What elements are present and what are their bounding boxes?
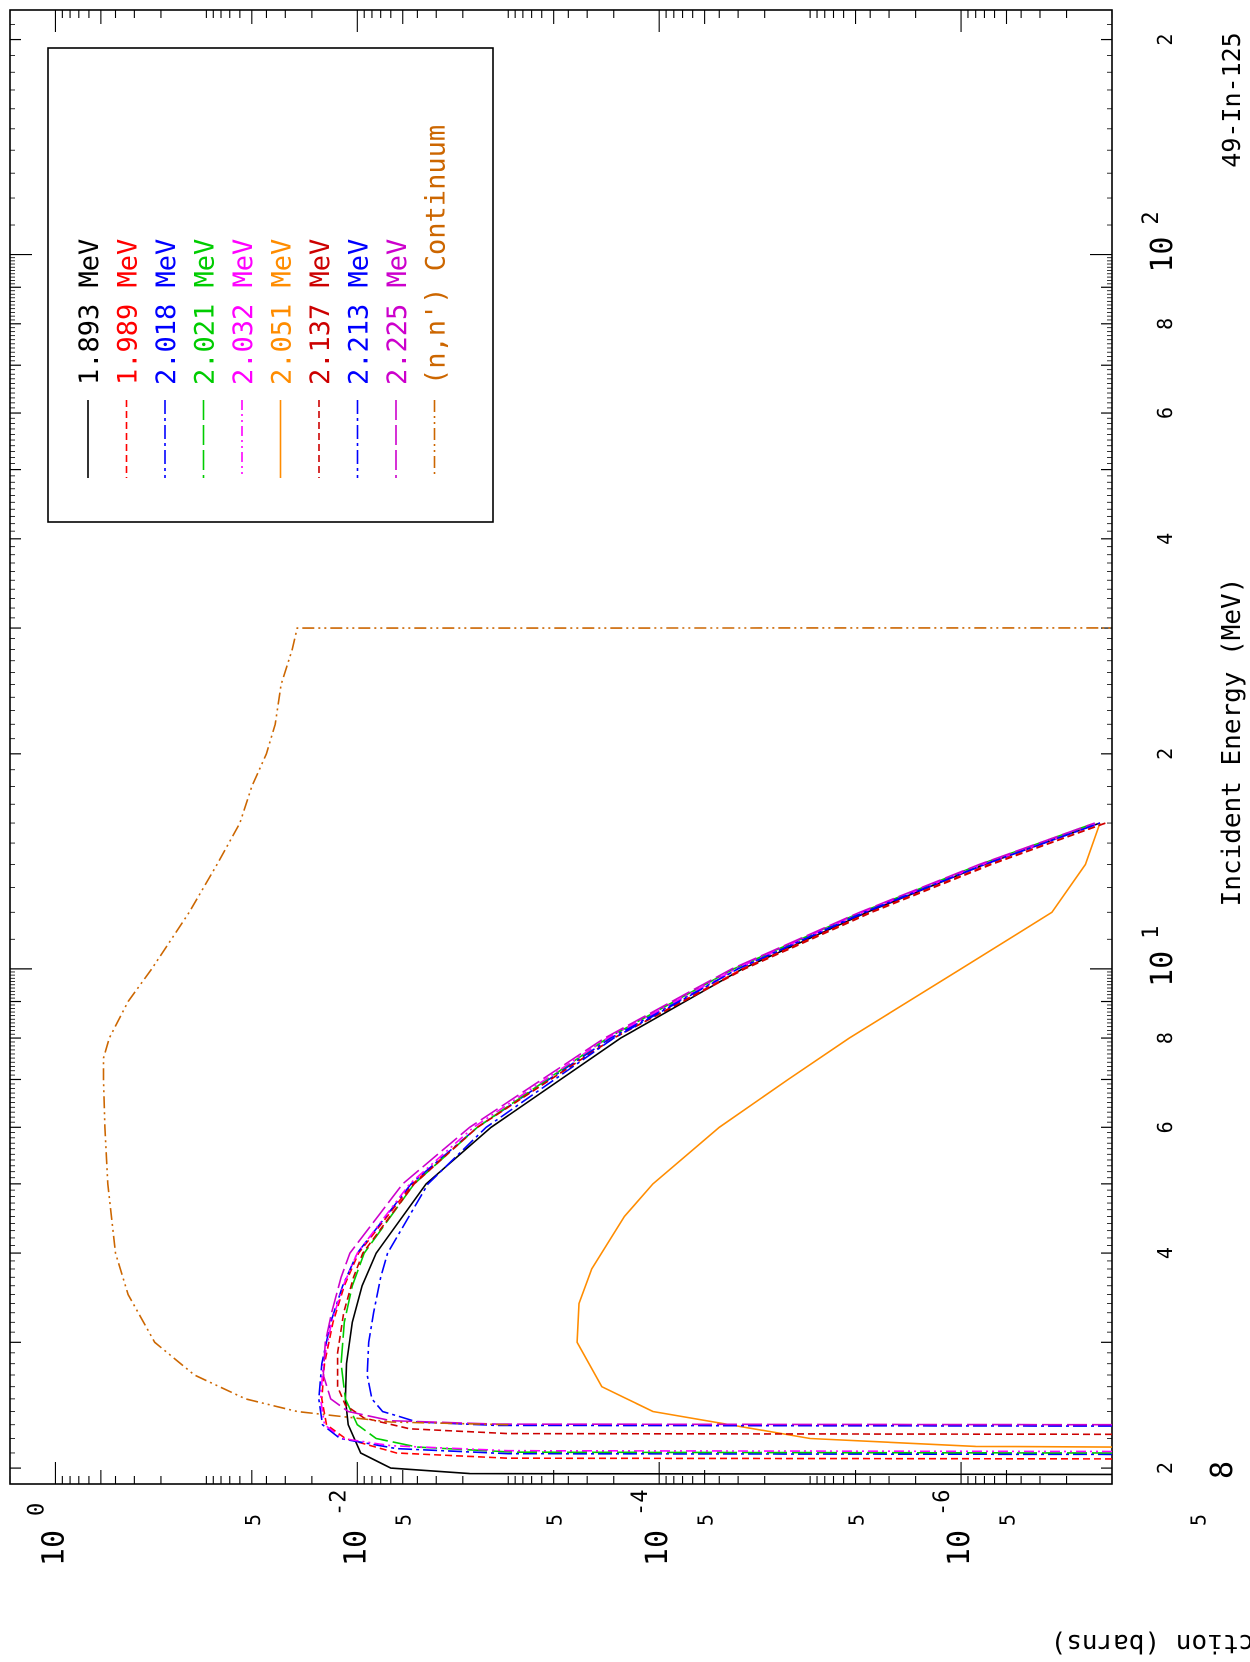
legend-label-1: 1.893 MeV bbox=[74, 239, 105, 385]
series-line-2 bbox=[320, 822, 1113, 1460]
svg-text:-2: -2 bbox=[326, 1490, 351, 1517]
svg-text:6: 6 bbox=[1153, 1121, 1177, 1133]
svg-text:1: 1 bbox=[1139, 926, 1164, 939]
series-line-7 bbox=[336, 822, 1113, 1436]
x-tick-label: 8 bbox=[1153, 318, 1177, 330]
svg-text:4: 4 bbox=[1153, 1247, 1177, 1259]
svg-text:2: 2 bbox=[1153, 34, 1177, 46]
svg-text:10: 10 bbox=[1145, 237, 1180, 273]
y-tick-label: 5 bbox=[543, 1514, 567, 1526]
legend-label-5: 2.032 MeV bbox=[228, 239, 259, 385]
legend-label-6: 2.051 MeV bbox=[267, 239, 298, 385]
series-line-1 bbox=[344, 822, 1113, 1476]
x-tick-label: 8 bbox=[1153, 1032, 1177, 1044]
svg-text:5: 5 bbox=[392, 1514, 416, 1526]
y-tick-label: 5 bbox=[392, 1514, 416, 1526]
y-tick-label: 5 bbox=[694, 1514, 718, 1526]
svg-text:10: 10 bbox=[36, 1530, 71, 1566]
svg-text:10: 10 bbox=[640, 1530, 675, 1566]
svg-text:0: 0 bbox=[24, 1503, 49, 1516]
x-axis-label: Incident Energy (MeV) bbox=[1217, 578, 1247, 907]
legend-frame bbox=[47, 47, 494, 523]
y-tick-label: 10-4 bbox=[628, 1490, 675, 1567]
x-tick-label: 4 bbox=[1153, 533, 1177, 545]
svg-text:10: 10 bbox=[942, 1530, 977, 1566]
svg-text:4: 4 bbox=[1153, 533, 1177, 545]
svg-text:6: 6 bbox=[1153, 407, 1177, 419]
x-tick-label: 10 1 bbox=[1139, 926, 1180, 987]
svg-text:8: 8 bbox=[1153, 318, 1177, 330]
x-tick-label: 2 bbox=[1153, 748, 1177, 760]
svg-text:5: 5 bbox=[1186, 1514, 1210, 1526]
legend-label-9: 2.225 MeV bbox=[382, 239, 413, 385]
y-tick-label: 5 bbox=[995, 1514, 1019, 1526]
legend: 1.893 MeV 1.989 MeV 2.018 MeV 2.021 MeV 2.03… bbox=[47, 47, 494, 523]
svg-text:-4: -4 bbox=[628, 1490, 653, 1517]
y-axis-label: Cross Section (barns) bbox=[1051, 1628, 1250, 1658]
svg-text:-6: -6 bbox=[930, 1490, 955, 1517]
x-tick-label: 6 bbox=[1153, 407, 1177, 419]
svg-text:10: 10 bbox=[338, 1530, 373, 1566]
x-tick-label: 2 bbox=[1153, 34, 1177, 46]
svg-text:5: 5 bbox=[241, 1514, 265, 1526]
x-tick-label: 6 bbox=[1153, 1121, 1177, 1133]
x-tick-label: 4 bbox=[1153, 1247, 1177, 1259]
y-tick-label: 10 0 bbox=[24, 1503, 71, 1566]
x-tick-label: 2 bbox=[1153, 1462, 1177, 1474]
legend-label-7: 2.137 MeV bbox=[305, 239, 336, 385]
tick-marks bbox=[9, 9, 1113, 1484]
svg-text:2: 2 bbox=[1153, 1462, 1177, 1474]
legend-label-4: 2.021 MeV bbox=[190, 239, 221, 385]
x-tick-label: 10 2 bbox=[1139, 211, 1180, 272]
chart-title: 49-In-125 bbox=[1217, 32, 1246, 167]
series-line-10 bbox=[102, 627, 1113, 1426]
svg-text:10: 10 bbox=[1145, 951, 1180, 987]
svg-text:8: 8 bbox=[1153, 1032, 1177, 1044]
legend-label-10: (n,n') Continuum bbox=[421, 125, 452, 385]
legend-label-2: 1.989 MeV bbox=[113, 239, 144, 385]
svg-text:2: 2 bbox=[1153, 748, 1177, 760]
svg-text:5: 5 bbox=[543, 1514, 567, 1526]
y-tick-label: 5 bbox=[845, 1514, 869, 1526]
svg-text:2: 2 bbox=[1139, 211, 1164, 224]
legend-label-8: 2.213 MeV bbox=[344, 239, 375, 385]
series-line-8 bbox=[366, 822, 1113, 1427]
y-tick-label: 5 bbox=[1186, 1514, 1210, 1526]
y-tick-label: 10-6 bbox=[930, 1490, 977, 1567]
y-tick-label: 5 bbox=[241, 1514, 265, 1526]
x-corner-label: 8 bbox=[1205, 1461, 1240, 1479]
svg-text:5: 5 bbox=[995, 1514, 1019, 1526]
series-line-5 bbox=[319, 822, 1113, 1453]
series-line-9 bbox=[322, 822, 1113, 1426]
plot-curves bbox=[102, 627, 1113, 1476]
plot-frame bbox=[9, 9, 1113, 1485]
svg-text:5: 5 bbox=[845, 1514, 869, 1526]
y-tick-label: 10-2 bbox=[326, 1490, 373, 1567]
svg-text:5: 5 bbox=[694, 1514, 718, 1526]
series-line-6 bbox=[576, 822, 1113, 1448]
series-line-3 bbox=[317, 822, 1113, 1456]
legend-label-3: 2.018 MeV bbox=[151, 239, 182, 385]
